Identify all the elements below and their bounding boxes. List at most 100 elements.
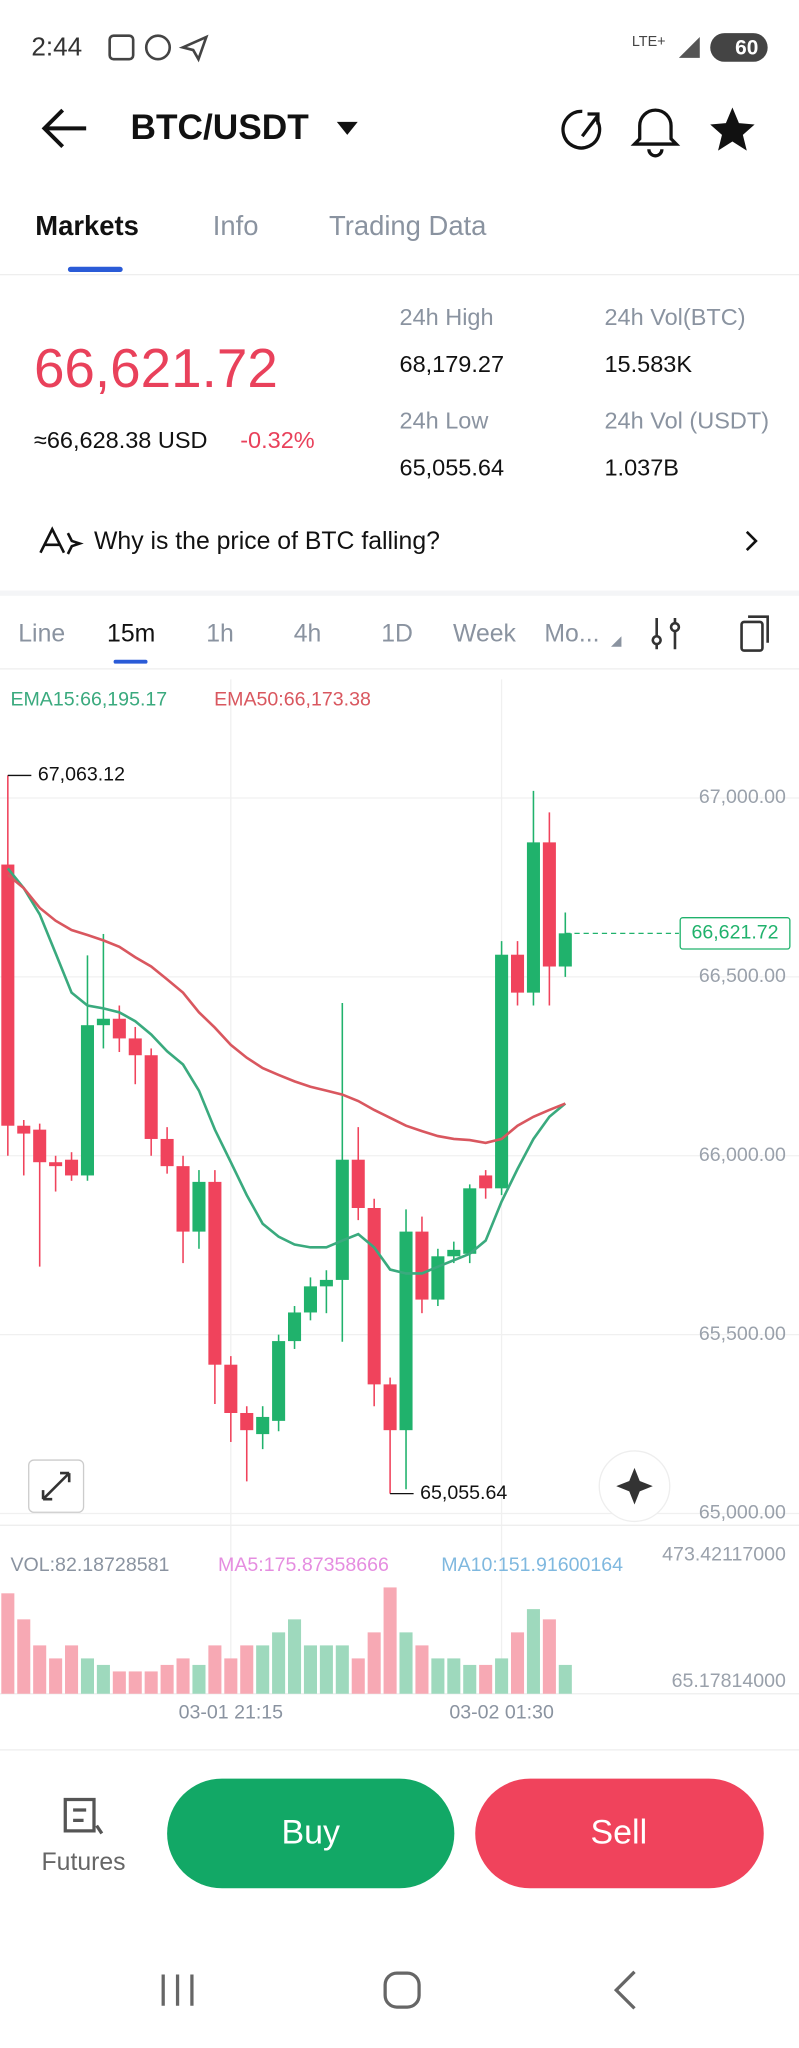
stat-label: 24h High <box>400 304 494 330</box>
stat-value: 65,055.64 <box>400 454 505 480</box>
nav-back[interactable] <box>613 1970 636 2010</box>
volume-bar <box>208 1645 222 1694</box>
last-price: 66,621.72 <box>34 337 278 399</box>
candle-body <box>288 1312 302 1342</box>
volume-bar <box>495 1658 509 1694</box>
interval[interactable]: 15m <box>107 620 155 647</box>
volume-bar <box>319 1645 333 1694</box>
candle-body <box>272 1341 286 1421</box>
share-button[interactable] <box>561 109 602 150</box>
volume-bar <box>240 1645 254 1694</box>
candle-body <box>495 954 509 1189</box>
settings-button[interactable] <box>740 615 769 652</box>
candle-body <box>558 933 572 967</box>
annotation-label: 67,063.12 <box>38 764 125 786</box>
volume-bar <box>1 1593 15 1694</box>
back-button[interactable] <box>41 108 87 149</box>
candle-body <box>112 1018 126 1039</box>
stat-label: 24h Vol(BTC) <box>604 304 745 330</box>
battery-level: 60 <box>735 36 758 59</box>
indicator-button[interactable] <box>651 617 681 650</box>
nav-home[interactable] <box>383 1971 421 2009</box>
candle-body <box>80 1025 94 1176</box>
volume-bar <box>256 1645 270 1694</box>
volume-bar <box>33 1645 47 1694</box>
volume-bar <box>65 1645 79 1694</box>
ai-button-icon <box>616 1467 653 1505</box>
favorite-button[interactable] <box>710 107 755 151</box>
interval[interactable]: Mo... <box>544 620 599 647</box>
alert-button[interactable] <box>630 108 681 158</box>
stat-value: 68,179.27 <box>400 351 505 377</box>
usd-price: ≈66,628.38 USD <box>34 427 208 453</box>
volume-bar <box>128 1671 142 1694</box>
chevron[interactable] <box>745 530 758 552</box>
buy-label: Buy <box>281 1814 340 1852</box>
candle-body <box>17 1125 31 1134</box>
stat-value: 1.037B <box>604 454 678 480</box>
ema-label: EMA15:66,195.17 <box>10 688 167 710</box>
battery <box>710 33 768 62</box>
volume-bar <box>303 1645 317 1694</box>
more-dropdown[interactable] <box>611 636 622 647</box>
tab[interactable]: Markets <box>35 210 139 241</box>
candle-body <box>383 1384 397 1431</box>
nav-recents[interactable] <box>161 1974 194 2006</box>
pair-dropdown[interactable] <box>336 121 358 135</box>
candle-body <box>335 1159 349 1280</box>
interval[interactable]: 1h <box>206 620 234 647</box>
volume-bar <box>526 1609 540 1694</box>
candle-body <box>192 1181 206 1232</box>
ema-line <box>6 873 566 1145</box>
volume-bar <box>558 1664 572 1694</box>
price-change: -0.32% <box>240 427 315 453</box>
volume-bar <box>80 1658 94 1694</box>
interval[interactable]: 1D <box>381 620 413 647</box>
status-time: 2:44 <box>31 32 82 62</box>
tab[interactable]: Info <box>213 210 259 241</box>
volume-bar <box>463 1664 477 1694</box>
x-tick-label: 03-01 21:15 <box>179 1702 284 1724</box>
stat-label: 24h Vol (USDT) <box>604 407 769 433</box>
volume-bar <box>17 1619 31 1694</box>
y-tick-label: 65,000.00 <box>699 1502 786 1524</box>
annotation-label: 65,055.64 <box>420 1482 507 1504</box>
volume-label: VOL:82.18728581 <box>10 1554 169 1576</box>
volume-bar <box>176 1658 190 1694</box>
volume-bar <box>112 1671 126 1694</box>
news-link[interactable]: Why is the price of BTC falling? <box>94 528 440 555</box>
candle-body <box>526 842 540 993</box>
x-tick-label: 03-02 01:30 <box>449 1702 554 1724</box>
stat-value: 15.583K <box>604 351 692 377</box>
volume-bar <box>335 1645 349 1694</box>
expand-icon <box>41 1471 71 1501</box>
candle-body <box>463 1188 477 1254</box>
volume-bar <box>144 1671 158 1694</box>
sell-button[interactable] <box>475 1778 764 1889</box>
candle-body <box>128 1038 142 1056</box>
pair-title[interactable]: BTC/USDT <box>131 108 310 147</box>
futures-label[interactable]: Futures <box>42 1849 126 1876</box>
futures-icon[interactable] <box>63 1797 104 1835</box>
candle-body <box>160 1138 174 1167</box>
candle-body <box>176 1166 190 1232</box>
volume-bar <box>431 1658 445 1694</box>
interval[interactable]: Line <box>18 620 65 647</box>
candle-body <box>367 1208 381 1385</box>
candle-body <box>96 1018 110 1026</box>
volume-bar <box>415 1645 429 1694</box>
stat-label: 24h Low <box>400 407 490 433</box>
interval[interactable]: Week <box>453 620 517 647</box>
volume-bar <box>542 1619 556 1694</box>
volume-bar <box>96 1664 110 1694</box>
interval[interactable]: 4h <box>294 620 322 647</box>
y-tick-label: 66,500.00 <box>699 965 786 987</box>
volume-bar <box>399 1632 413 1694</box>
y-tick-label: 65,500.00 <box>699 1323 786 1345</box>
buy-button[interactable] <box>167 1778 455 1889</box>
signal-icon <box>678 37 700 58</box>
candle-body <box>351 1159 365 1209</box>
tab[interactable]: Trading Data <box>329 210 487 241</box>
candle-body <box>49 1162 63 1167</box>
